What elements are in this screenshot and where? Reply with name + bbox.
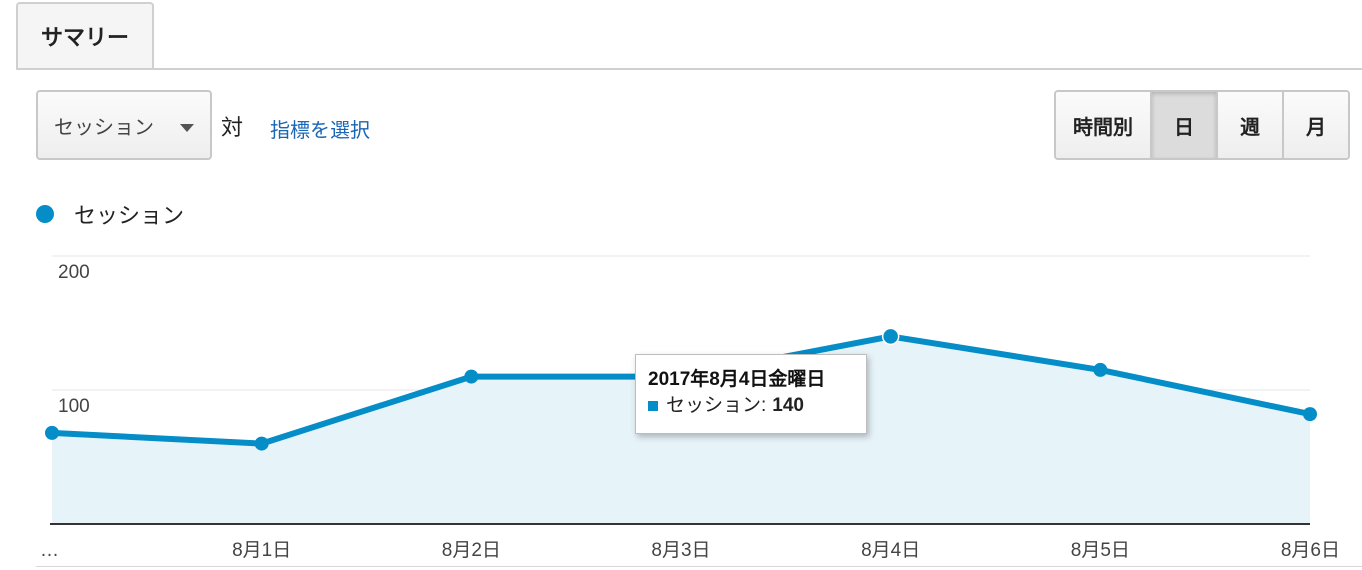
data-point[interactable] <box>45 425 59 440</box>
x-tick-label: 8月5日 <box>1071 540 1130 561</box>
x-tick-label: 8月1日 <box>232 540 291 561</box>
data-point[interactable] <box>1093 362 1108 377</box>
y-tick-label: 200 <box>58 262 90 283</box>
tooltip-date: 2017年8月4日金曜日 <box>648 369 826 390</box>
x-tick-label: 8月6日 <box>1281 540 1340 561</box>
metric-dropdown[interactable]: セッション <box>36 90 212 160</box>
vs-label: 対 <box>221 116 244 141</box>
chart-tooltip: 2017年8月4日金曜日 セッション: 140 <box>635 354 867 434</box>
x-tick-label: 8月2日 <box>442 540 501 561</box>
tooltip-metric-label: セッション: <box>666 395 767 416</box>
tab-summary[interactable]: サマリー <box>16 2 154 68</box>
legend-label: セッション <box>74 204 185 229</box>
granularity-hourly-button[interactable]: 時間別 <box>1056 92 1152 158</box>
granularity-toggle: 時間別 日 週 月 <box>1054 90 1350 160</box>
tooltip-swatch-icon <box>648 401 658 411</box>
bottom-divider <box>36 566 1362 567</box>
x-tick-label: … <box>40 540 59 561</box>
x-tick-label: 8月3日 <box>651 540 710 561</box>
data-point[interactable] <box>254 436 269 451</box>
data-point[interactable] <box>464 369 479 384</box>
select-metric-link[interactable]: 指標を選択 <box>270 118 370 142</box>
metric-dropdown-value: セッション <box>54 114 154 139</box>
chart-legend: セッション <box>36 198 184 230</box>
x-tick-label: 8月4日 <box>861 540 920 561</box>
granularity-day-button[interactable]: 日 <box>1152 92 1218 158</box>
granularity-month-button[interactable]: 月 <box>1284 92 1348 158</box>
caret-down-icon <box>180 124 194 132</box>
legend-dot-icon <box>36 205 54 223</box>
y-tick-label: 100 <box>58 396 90 417</box>
data-point[interactable] <box>1303 407 1317 422</box>
granularity-week-button[interactable]: 週 <box>1218 92 1284 158</box>
data-point[interactable] <box>881 327 900 346</box>
tab-bar: サマリー <box>0 0 1362 70</box>
tooltip-value: 140 <box>772 395 804 416</box>
tab-baseline <box>16 68 1362 70</box>
